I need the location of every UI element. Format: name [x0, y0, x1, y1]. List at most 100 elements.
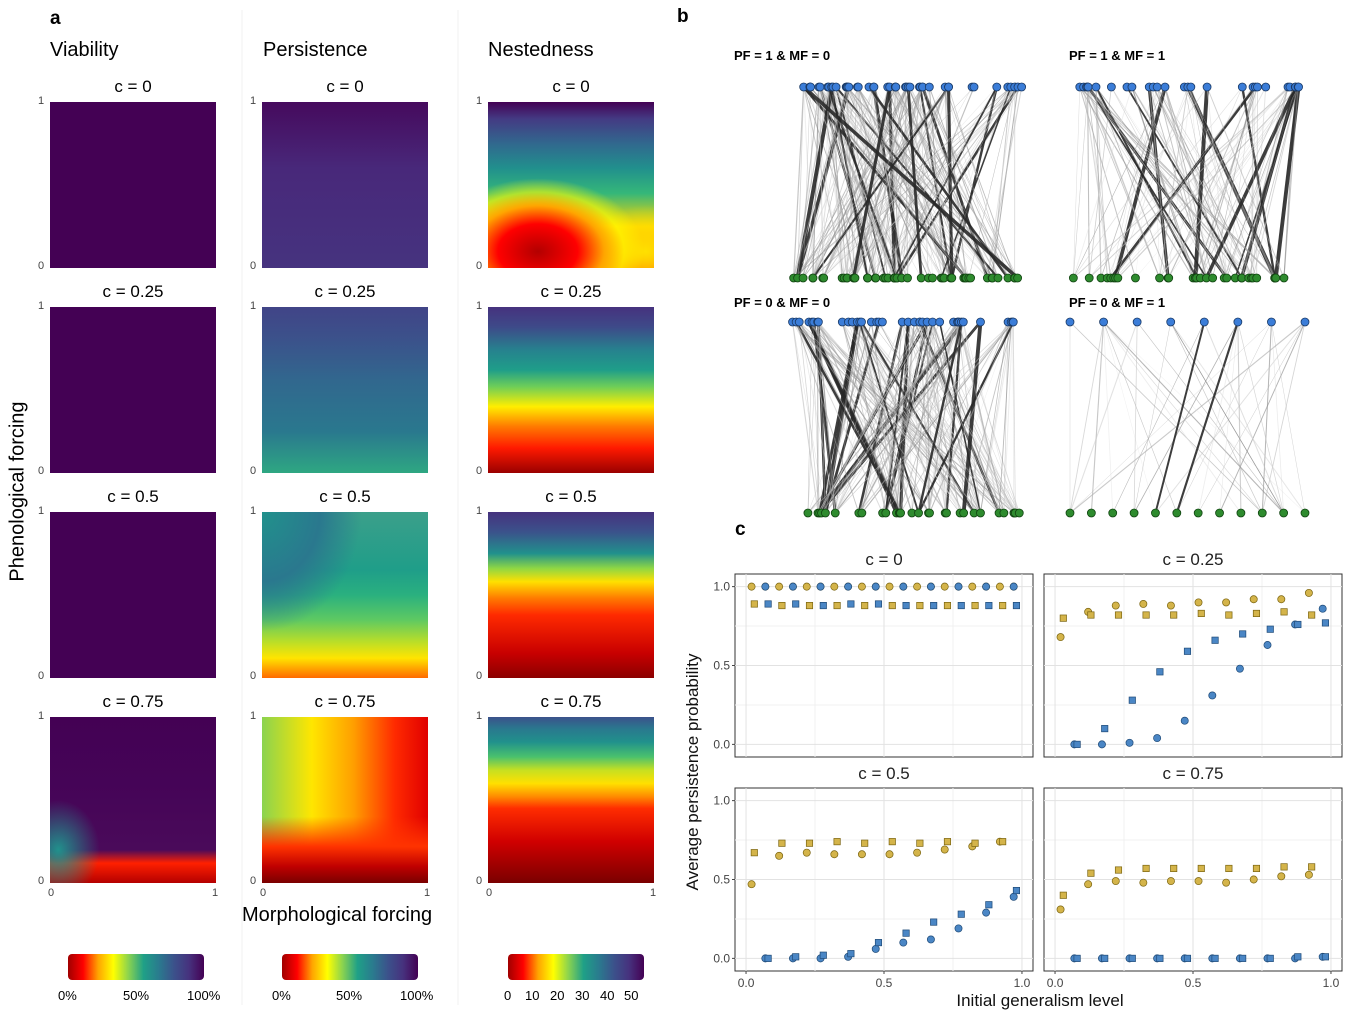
column-title-viability: Viability — [50, 39, 119, 61]
network-edge — [911, 321, 934, 514]
gold-circle-point — [747, 880, 756, 889]
network-edge — [876, 321, 1016, 514]
gold-circle-point — [1304, 588, 1313, 597]
network-edge — [986, 86, 1016, 279]
blue-circle-point — [926, 935, 935, 944]
network-edge — [1156, 86, 1207, 279]
network-edge — [1248, 86, 1299, 279]
network-edge — [1194, 86, 1258, 279]
network-edge — [853, 86, 874, 279]
top-node — [1202, 82, 1212, 92]
bottom-node — [966, 273, 976, 283]
blue-circle-point — [954, 924, 963, 933]
blue-square-point — [1156, 668, 1164, 676]
heatmap-viability-row0 — [50, 102, 216, 268]
network-edge — [1100, 86, 1166, 279]
blue-square-point — [1211, 636, 1219, 644]
network-edge — [1089, 86, 1243, 279]
bottom-node — [857, 508, 867, 518]
top-node — [1008, 317, 1018, 327]
network-edge — [928, 321, 933, 514]
bottom-node — [1086, 508, 1096, 518]
network-edge — [1197, 321, 1306, 514]
y-tick-1: 1 — [476, 300, 483, 312]
colorbar-persistence-label-0: 0% — [272, 988, 291, 1003]
network-edge — [795, 86, 834, 279]
gold-square-point — [1225, 611, 1233, 619]
network-edge — [817, 321, 826, 514]
network-edge — [798, 321, 1005, 514]
network-edge — [846, 86, 884, 279]
top-node — [976, 317, 985, 327]
colorbar-viability-label-50: 50% — [123, 988, 150, 1003]
network-edge — [896, 321, 915, 514]
gold-square-point — [1308, 611, 1316, 619]
network-edge — [887, 86, 946, 279]
top-node — [1099, 317, 1108, 327]
bottom-node — [1208, 273, 1218, 283]
blue-circle-point — [926, 582, 935, 591]
bottom-node — [976, 508, 985, 518]
x-axis-title-morphological: Morphological forcing — [242, 904, 433, 926]
network-edge — [922, 86, 1016, 279]
heatmap-persistence-row3 — [262, 717, 428, 883]
network-edge — [796, 321, 1005, 514]
facet-title-nestedness-row1: c = 0.25 — [540, 282, 602, 301]
x-axis-title: Initial generalism level — [956, 991, 1123, 1010]
heatmap-persistence-row1 — [262, 307, 428, 473]
y-tick-1: 1 — [250, 710, 257, 722]
blue-circle-point — [1125, 738, 1134, 747]
top-node — [958, 317, 968, 327]
network-edge — [901, 321, 981, 514]
gold-square-point — [1252, 864, 1261, 873]
network-edge — [1283, 86, 1299, 279]
gold-square-point — [750, 849, 758, 857]
network-edge — [1159, 86, 1297, 279]
network-edge — [900, 321, 1009, 514]
network-edge — [884, 321, 910, 514]
network-edge — [824, 321, 863, 514]
network-edge — [798, 321, 836, 514]
colorbar-viability-label-100: 100% — [187, 988, 221, 1003]
gold-circle-point — [775, 851, 784, 860]
network-edge — [818, 86, 896, 279]
network-edge — [980, 321, 1009, 514]
gold-circle-point — [1056, 905, 1065, 914]
network-edge — [998, 321, 1012, 514]
network-edge — [1112, 321, 1205, 514]
network-edge — [1073, 86, 1166, 279]
facet-title-nestedness-row3: c = 0.75 — [540, 692, 602, 711]
top-node — [831, 82, 841, 92]
gold-square-point — [1280, 863, 1288, 871]
y-tick-0: 0 — [476, 670, 483, 682]
top-node — [1237, 82, 1247, 92]
network-edge — [922, 86, 1009, 279]
network-edge — [1156, 86, 1276, 279]
network-edge — [1073, 86, 1208, 279]
network-edge — [857, 86, 993, 279]
bottom-node — [1236, 508, 1246, 518]
bottom-node — [863, 273, 873, 283]
y-tick-0: 0 — [250, 670, 257, 682]
gold-circle-point — [1249, 595, 1258, 604]
gold-circle-point — [1222, 878, 1231, 887]
network-edge — [1110, 86, 1296, 279]
facet-title-viability-row1: c = 0.25 — [102, 282, 164, 301]
network-edge — [1170, 321, 1284, 514]
gold-circle-point — [940, 582, 949, 591]
panel-a-background — [241, 10, 459, 1005]
top-node — [857, 317, 866, 327]
network-edge — [859, 321, 975, 514]
gold-circle-point — [802, 582, 811, 591]
gold-square-point — [1252, 609, 1261, 617]
network-edge — [1083, 86, 1277, 279]
blue-square-point — [1239, 630, 1247, 638]
gold-square-point — [1225, 864, 1233, 873]
network-edge — [1175, 321, 1239, 514]
network-edge — [875, 86, 907, 279]
blue-square-point — [874, 939, 883, 947]
facet-1: c = 0.25 — [1043, 550, 1343, 758]
network-edge — [823, 86, 949, 279]
blue-circle-point — [954, 582, 963, 591]
network-edge — [1003, 321, 1014, 514]
